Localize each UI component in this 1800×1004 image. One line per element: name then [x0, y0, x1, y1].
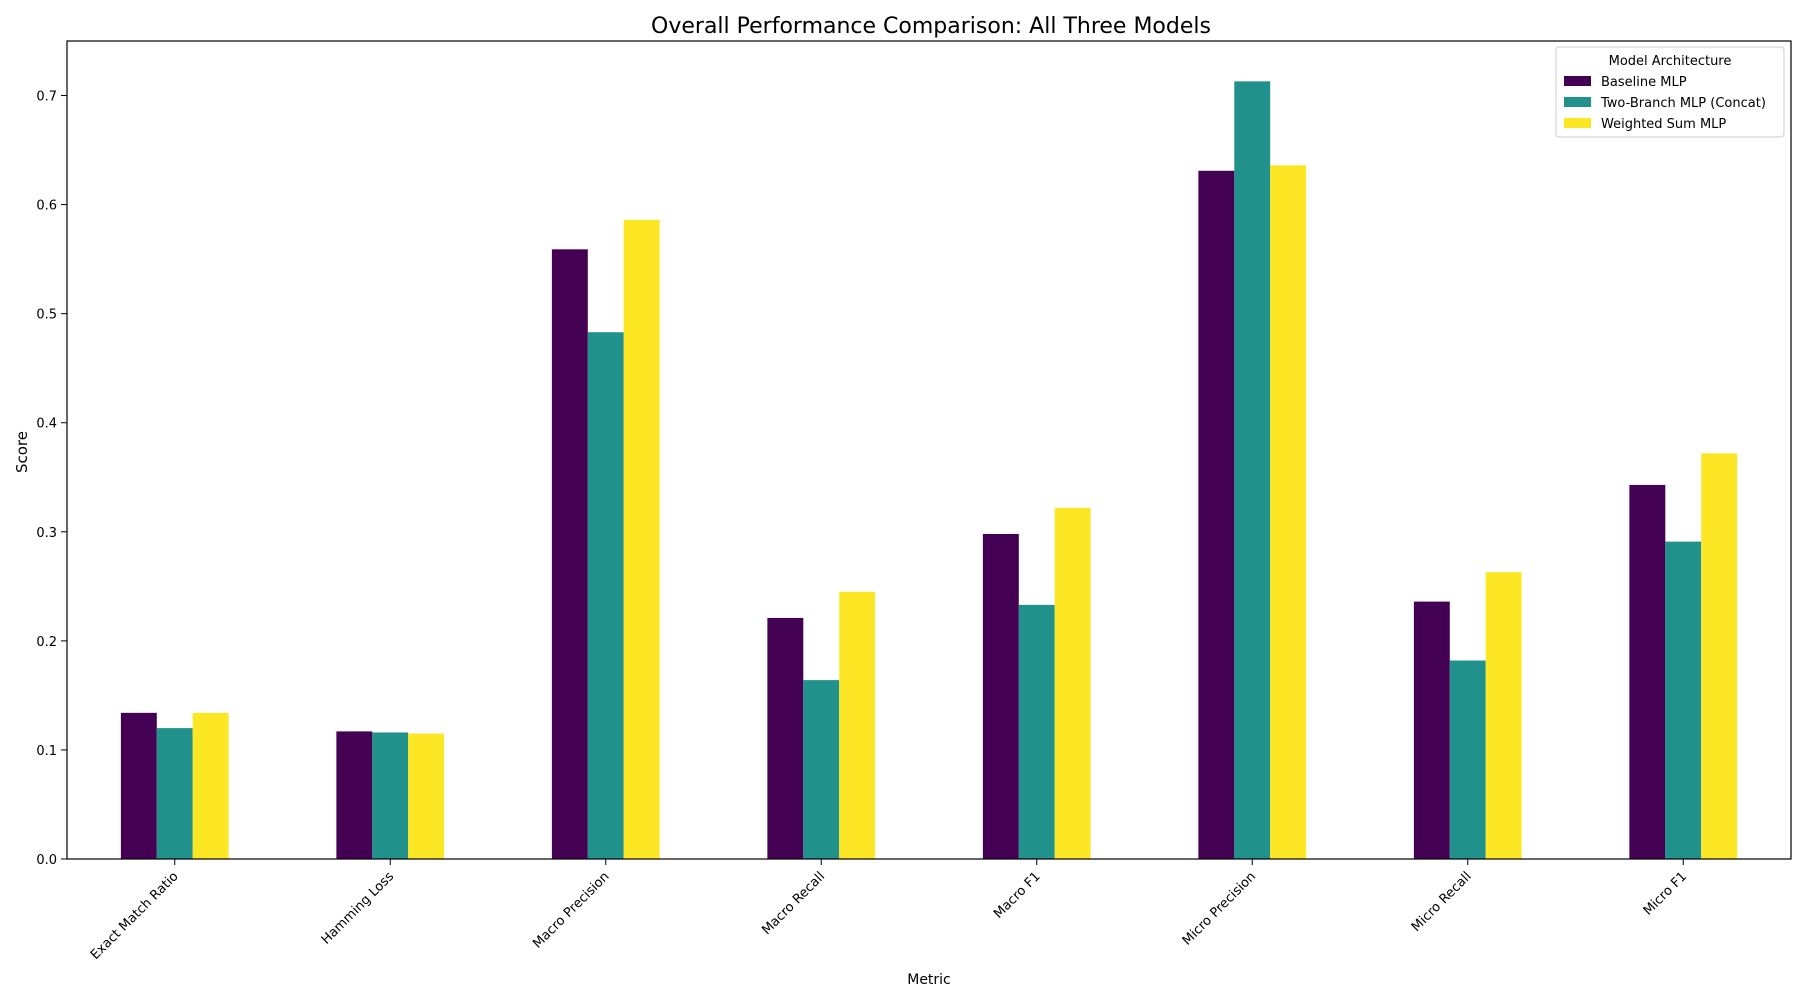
- y-tick-label: 0.7: [36, 90, 57, 105]
- x-tick-label: Micro Recall: [1409, 869, 1475, 935]
- x-tick-label: Macro F1: [991, 869, 1043, 921]
- legend-label: Two-Branch MLP (Concat): [1600, 96, 1766, 111]
- bar-series-2-category-8: [1665, 541, 1702, 859]
- x-tick-label: Micro F1: [1641, 869, 1690, 918]
- bar-series-3-category-2: [408, 733, 445, 859]
- y-tick-label: 0.1: [36, 744, 57, 759]
- bar-series-1-category-8: [1629, 484, 1666, 859]
- x-tick-label: Macro Precision: [530, 869, 612, 951]
- bar-series-2-category-7: [1449, 660, 1486, 859]
- bar-series-1-category-7: [1413, 601, 1450, 859]
- bar-series-2-category-5: [1018, 604, 1055, 859]
- legend-label: Weighted Sum MLP: [1601, 117, 1726, 132]
- y-axis: 0.0 0.1 0.2 0.3 0.4 0.5 0.6 0.7: [36, 90, 67, 868]
- bar-series-3-category-1: [192, 712, 229, 859]
- x-tick-label: Hamming Loss: [319, 869, 398, 948]
- bar-series-2-category-1: [156, 728, 193, 859]
- bar-series-3-category-4: [839, 591, 876, 859]
- y-tick-label: 0.4: [36, 417, 57, 432]
- bar-series-1-category-2: [336, 731, 373, 859]
- chart-title: Overall Performance Comparison: All Thre…: [651, 14, 1211, 39]
- legend-swatch: [1564, 97, 1591, 107]
- x-axis: Exact Match Ratio Hamming Loss Macro Preci…: [88, 859, 1690, 963]
- bar-series-1-category-1: [120, 712, 157, 859]
- bar-series-3-category-8: [1701, 453, 1738, 859]
- y-tick-label: 0.6: [36, 199, 57, 214]
- y-tick-label: 0.3: [36, 526, 57, 541]
- legend-items: Baseline MLP Two-Branch MLP (Concat) Weigh…: [1564, 75, 1766, 132]
- bar-series-2-category-2: [372, 732, 409, 859]
- y-axis-label: Score: [13, 431, 31, 473]
- bar-series-2-category-3: [587, 332, 624, 860]
- legend-swatch: [1564, 118, 1591, 128]
- x-tick-label: Exact Match Ratio: [88, 869, 182, 963]
- legend-box: [1555, 46, 1785, 138]
- x-axis-label: Metric: [907, 972, 951, 988]
- legend: Model Architecture Baseline MLP Two-Branc…: [1555, 46, 1785, 138]
- y-tick-label: 0.2: [36, 635, 57, 650]
- bar-series-3-category-6: [1270, 165, 1307, 860]
- bars-layer: [120, 81, 1738, 860]
- x-tick-label: Macro Recall: [759, 869, 828, 938]
- bar-series-3-category-3: [623, 219, 660, 859]
- y-tick-label: 0.5: [36, 308, 57, 323]
- bar-series-3-category-7: [1485, 572, 1522, 859]
- bar-series-3-category-5: [1054, 507, 1091, 859]
- bar-series-1-category-6: [1198, 170, 1235, 860]
- bar-series-1-category-4: [767, 617, 804, 859]
- bar-series-1-category-5: [982, 533, 1019, 859]
- bar-series-2-category-4: [803, 680, 840, 859]
- legend-title: Model Architecture: [1609, 54, 1732, 69]
- legend-label: Baseline MLP: [1601, 75, 1687, 90]
- bar-series-1-category-3: [551, 249, 588, 859]
- x-tick-label: Micro Precision: [1180, 869, 1259, 948]
- plot-frame: [66, 40, 1792, 860]
- legend-swatch: [1564, 76, 1591, 86]
- y-tick-label: 0.0: [36, 853, 57, 868]
- bar-series-2-category-6: [1234, 81, 1271, 860]
